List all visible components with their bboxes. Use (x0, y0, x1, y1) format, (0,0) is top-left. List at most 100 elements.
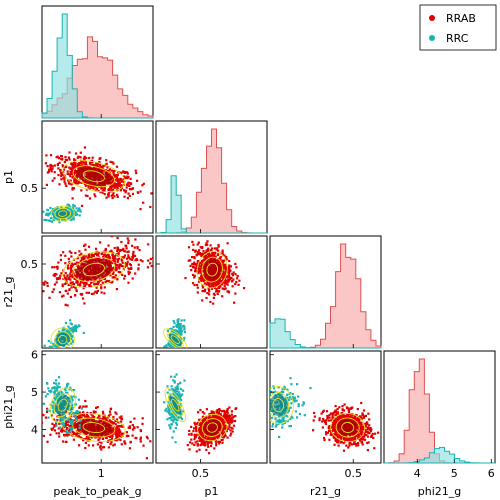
point-rrc (177, 322, 180, 325)
point-rrc (37, 373, 39, 375)
point-rrab (188, 441, 192, 444)
point-rrc (168, 396, 171, 399)
point-rrab (113, 186, 116, 189)
point-rrab (223, 288, 226, 291)
point-rrab (50, 170, 53, 173)
point-rrab (110, 437, 113, 440)
point-rrab (83, 257, 86, 260)
panels (15, 5, 496, 464)
point-rrab (127, 250, 130, 253)
point-rrab (60, 158, 63, 161)
point-rrab (221, 249, 224, 252)
point-rrab (118, 249, 122, 252)
point-rrab (204, 444, 207, 447)
point-rrab (98, 437, 101, 440)
point-rrab (337, 420, 340, 423)
point-rrab (31, 271, 33, 273)
point-rrab (210, 253, 213, 256)
point-rrab (214, 433, 217, 436)
point-rrc (51, 220, 54, 223)
point-rrab (192, 243, 195, 246)
point-rrab (125, 245, 128, 248)
point-rrab (227, 278, 230, 281)
point-rrab (51, 266, 54, 269)
point-rrab (51, 427, 54, 430)
point-rrab (129, 177, 132, 180)
point-rrab (93, 193, 96, 196)
point-rrab (200, 260, 204, 263)
point-rrab (215, 410, 218, 413)
point-rrab (99, 191, 102, 194)
point-rrab (220, 418, 223, 421)
point-rrc (62, 416, 65, 419)
point-rrab (111, 176, 114, 179)
point-rrab (235, 266, 238, 269)
point-rrc (170, 418, 173, 421)
point-rrab (49, 163, 52, 166)
point-rrc (71, 407, 74, 410)
point-rrab (120, 187, 124, 190)
point-rrab (122, 425, 125, 428)
point-rrab (94, 195, 97, 198)
point-rrab (109, 160, 112, 163)
point-rrab (78, 181, 81, 184)
point-rrab (201, 438, 204, 441)
point-rrab (62, 177, 65, 180)
contour (58, 210, 68, 217)
point-rrc (172, 325, 175, 328)
point-rrab (115, 268, 118, 271)
point-rrab (149, 440, 152, 443)
point-rrab (139, 440, 142, 443)
point-rrab (81, 165, 84, 169)
point-rrab (360, 401, 363, 405)
point-rrab (131, 187, 134, 190)
point-rrab (213, 447, 216, 450)
point-rrab (55, 423, 58, 426)
point-rrab (38, 294, 40, 296)
point-rrab (70, 255, 73, 258)
point-rrab (64, 282, 67, 285)
point-rrc (72, 388, 76, 392)
point-rrab (193, 261, 196, 264)
point-rrab (205, 448, 208, 451)
point-rrab (90, 285, 93, 288)
point-rrab (107, 188, 110, 191)
point-rrab (222, 409, 226, 412)
point-rrab (69, 179, 72, 182)
point-rrab (323, 439, 326, 442)
point-rrab (349, 439, 352, 442)
point-rrab (94, 436, 97, 439)
point-rrab (83, 302, 86, 305)
point-rrab (92, 254, 95, 257)
point-rrc (61, 218, 65, 221)
point-rrab (44, 162, 47, 165)
point-rrc (56, 387, 59, 390)
contour (49, 387, 76, 423)
point-rrab (79, 292, 82, 296)
point-rrab (85, 282, 88, 285)
point-rrab (215, 284, 218, 287)
contour (82, 262, 105, 277)
point-rrc (47, 416, 50, 419)
point-rrab (77, 261, 81, 264)
point-rrab (229, 278, 232, 281)
point-rrab (69, 175, 72, 178)
point-rrc (55, 344, 58, 347)
contour (62, 160, 126, 193)
contour (58, 334, 68, 345)
point-rrab (64, 422, 67, 425)
point-rrab (79, 161, 82, 165)
point-rrc (65, 430, 68, 433)
point-rrab (205, 434, 208, 438)
point-rrab (132, 428, 135, 431)
point-rrab (100, 291, 103, 294)
point-rrab (15, 286, 17, 288)
point-rrc (67, 204, 71, 207)
point-rrab (94, 290, 97, 293)
point-rrab (85, 435, 89, 438)
point-rrc (179, 397, 182, 400)
point-rrab (204, 437, 207, 440)
point-rrab (205, 251, 208, 254)
point-rrc (77, 324, 80, 327)
point-rrc (45, 212, 48, 215)
